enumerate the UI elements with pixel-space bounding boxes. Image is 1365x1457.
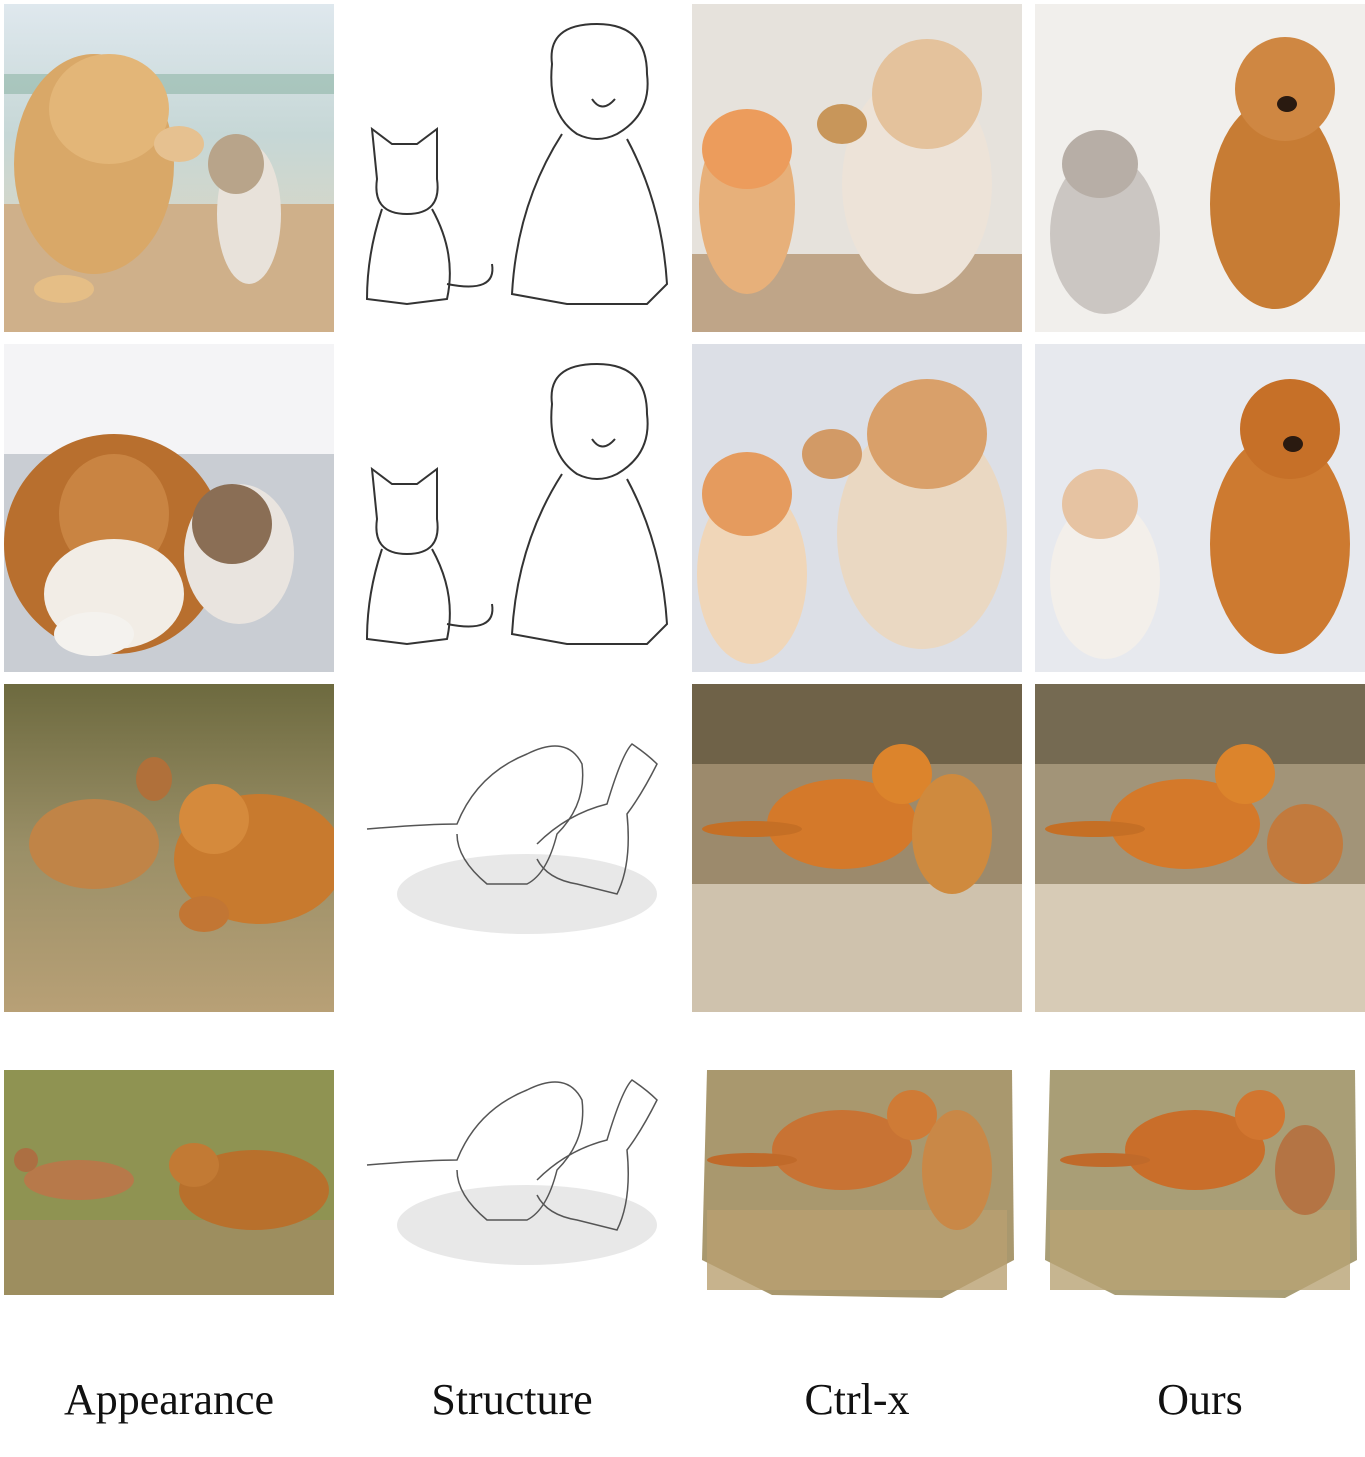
row2-structure-image [347,344,677,672]
row3-structure-image [347,684,677,1012]
row3-ours-image [1035,684,1365,1012]
row4-structure-image [347,1030,677,1330]
figure-grid [4,4,1365,1330]
row1-appearance-image [4,4,334,332]
row4-ctrlx-image [692,1060,1022,1305]
row3-ctrlx-image [692,684,1022,1012]
row4-appearance-image [4,1070,334,1295]
row2-ctrlx-image [692,344,1022,672]
column-label-ctrlx: Ctrl-x [804,1375,910,1424]
row1-ours-image [1035,4,1365,332]
row2-appearance-image [4,344,334,672]
column-label-appearance: Appearance [63,1375,275,1424]
row1-ctrlx-image [692,4,1022,332]
row2-ours-image [1035,344,1365,672]
row1-structure-image [347,4,677,332]
column-label-ours: Ours [1157,1375,1243,1424]
row4-ours-image [1035,1060,1365,1305]
row3-appearance-image [4,684,334,1012]
column-label-structure: Structure [431,1375,593,1424]
